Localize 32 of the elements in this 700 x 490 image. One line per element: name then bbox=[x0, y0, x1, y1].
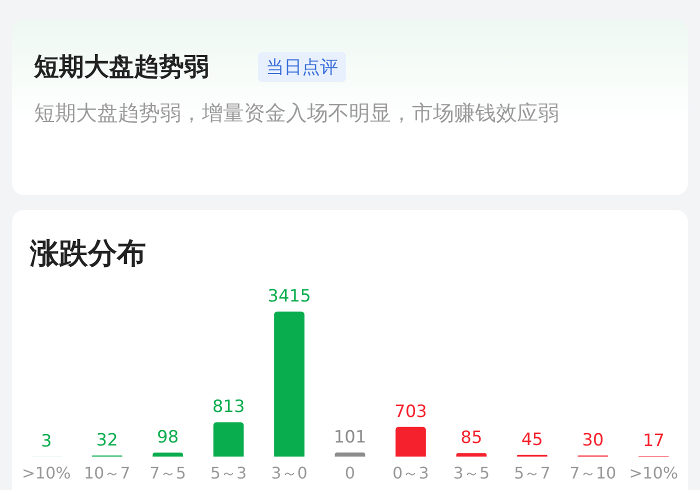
x-tick-label: 7～5 bbox=[150, 464, 186, 483]
x-tick-label: 3～0 bbox=[271, 464, 308, 483]
bar bbox=[274, 312, 304, 457]
bar bbox=[396, 426, 426, 457]
data-label: 32 bbox=[96, 430, 118, 450]
data-label: 3 bbox=[40, 432, 52, 452]
bar bbox=[152, 452, 183, 457]
text: 短期大盘趋势弱，增量资金入场不明显，市场赚钱效应弱 bbox=[34, 100, 560, 127]
text: 当日点评 bbox=[258, 52, 346, 82]
x-tick-label: >10% bbox=[629, 464, 678, 483]
data-label: 813 bbox=[212, 397, 245, 418]
chart-title: 涨跌分布 bbox=[30, 235, 146, 272]
x-tick-label: 3～5 bbox=[453, 464, 490, 483]
x-tick-label: 5～7 bbox=[514, 464, 550, 483]
data-label: 30 bbox=[582, 430, 604, 450]
data-label: 45 bbox=[521, 430, 543, 450]
x-tick-label: 10～7 bbox=[84, 464, 130, 483]
x-tick-label: >10% bbox=[22, 464, 71, 483]
data-label: 17 bbox=[642, 431, 664, 451]
data-label: 85 bbox=[460, 428, 482, 448]
data-label: 101 bbox=[334, 427, 366, 448]
bar bbox=[213, 422, 244, 457]
data-label: 98 bbox=[157, 428, 179, 448]
data-label: 703 bbox=[394, 402, 427, 422]
x-tick-label: 7～10 bbox=[570, 464, 616, 483]
data-label: 3415 bbox=[268, 286, 311, 307]
x-tick-label: 5～3 bbox=[210, 464, 247, 483]
bar bbox=[334, 452, 366, 457]
x-tick-label: 0～3 bbox=[392, 464, 429, 483]
text: 短期大盘趋势弱 bbox=[34, 51, 209, 83]
bar bbox=[456, 453, 487, 457]
x-tick-label: 0 bbox=[344, 464, 356, 483]
